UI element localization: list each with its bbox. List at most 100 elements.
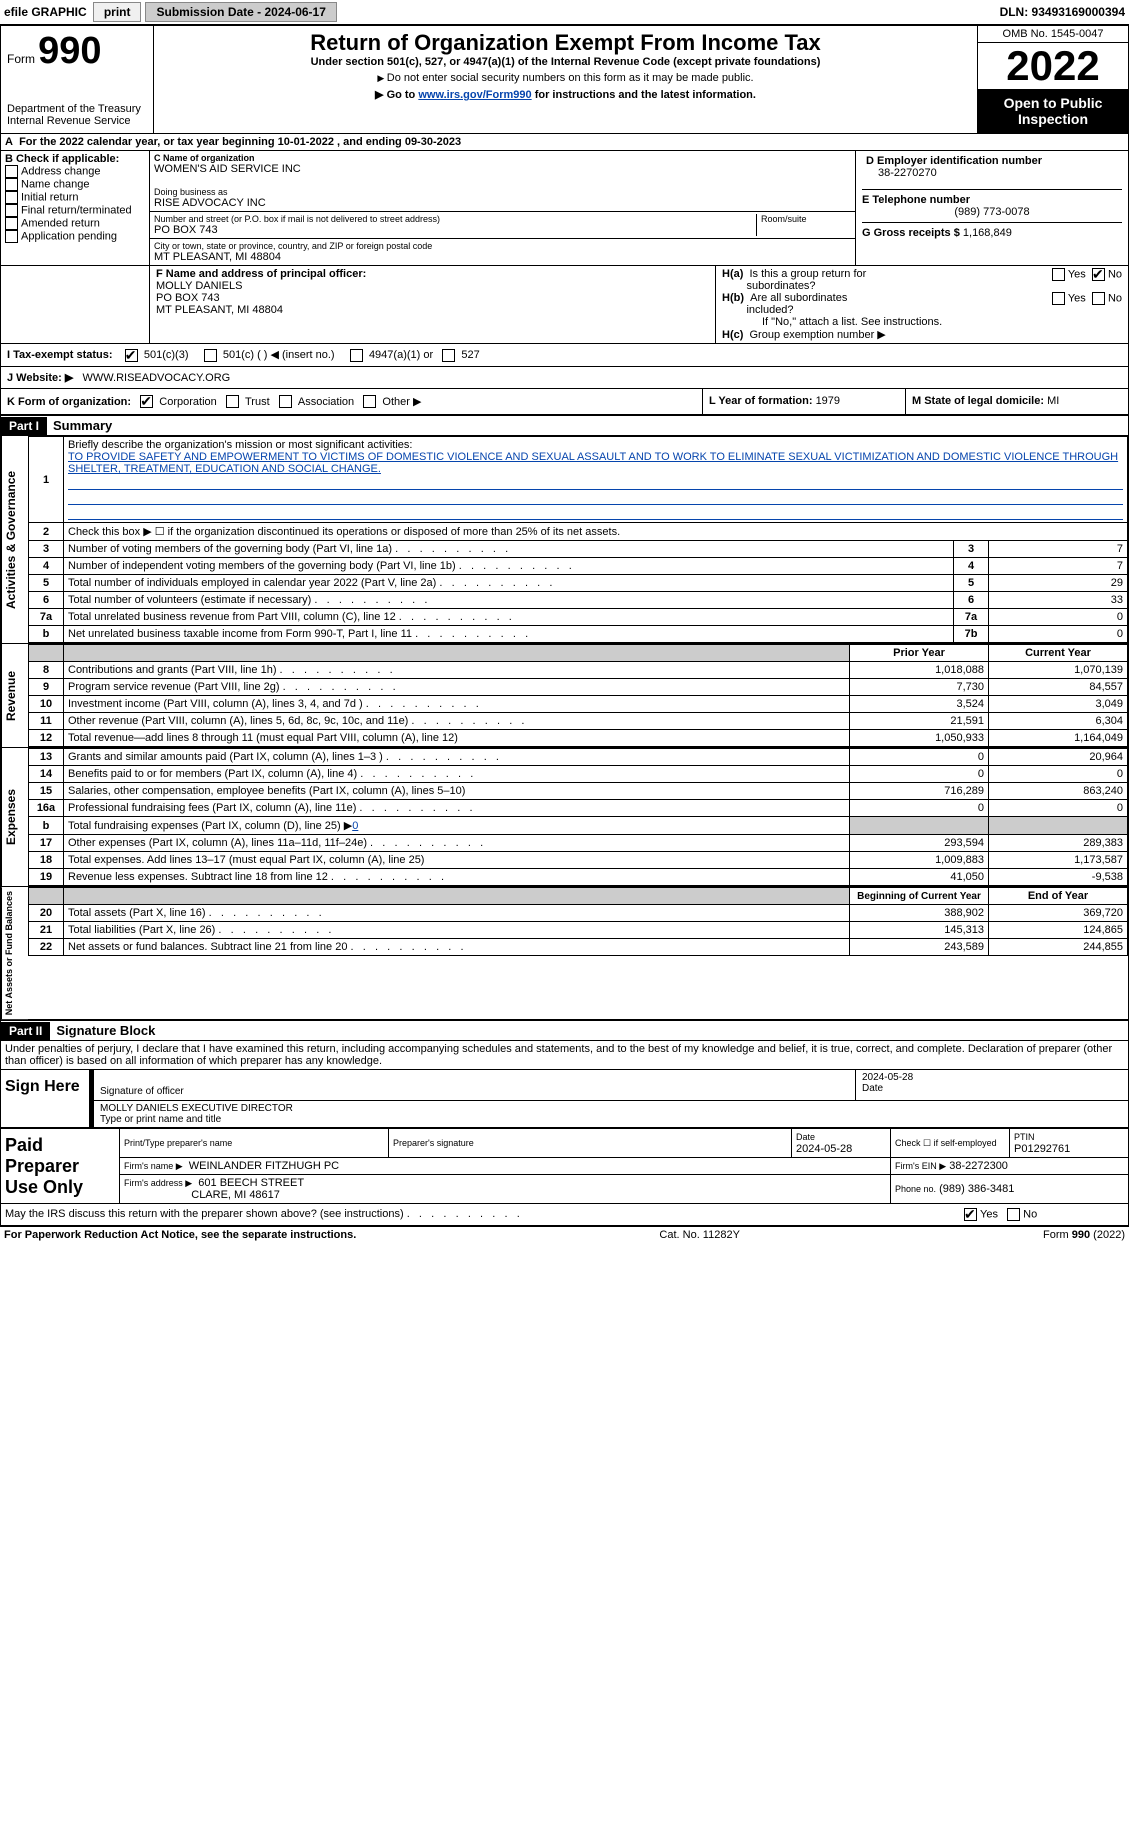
k-label: K Form of organization: <box>7 396 131 408</box>
m-label: M State of legal domicile: <box>912 395 1047 407</box>
irs-link[interactable]: www.irs.gov/Form990 <box>418 89 531 101</box>
ag-row-5: 5Total number of individuals employed in… <box>29 575 1128 592</box>
m-block: M State of legal domicile: MI <box>905 389 1128 415</box>
form-header: Form 990 Department of the Treasury Inte… <box>0 25 1129 134</box>
revenue-table: Prior YearCurrent Year 8Contributions an… <box>28 644 1128 747</box>
l-label: L Year of formation: <box>709 395 816 407</box>
city-label: City or town, state or province, country… <box>154 241 851 251</box>
officer-name: MOLLY DANIELS <box>156 280 709 292</box>
part1-title: Summary <box>47 416 118 435</box>
street-label: Number and street (or P.O. box if mail i… <box>154 214 756 224</box>
i-527: 527 <box>461 349 479 361</box>
dept-label: Department of the Treasury Internal Reve… <box>7 103 147 127</box>
sig-officer-cell: Signature of officer <box>90 1070 855 1101</box>
hb-row: H(b) Are all subordinates included? Yes … <box>722 292 1122 316</box>
firm-ein-cell: Firm's EIN ▶ 38-2272300 <box>891 1158 1129 1175</box>
form-label: Form 990 (2022) <box>1043 1229 1125 1241</box>
c-name-label: C Name of organization <box>154 153 851 163</box>
opt-address-change: Address change <box>5 165 145 178</box>
discuss-no: No <box>1023 1209 1037 1221</box>
section-klm: K Form of organization: Corporation Trus… <box>0 389 1129 416</box>
footer: For Paperwork Reduction Act Notice, see … <box>0 1226 1129 1243</box>
line1-num: 1 <box>29 437 64 523</box>
f-label: F Name and address of principal officer: <box>156 268 709 280</box>
subtitle: Under section 501(c), 527, or 4947(a)(1)… <box>162 56 969 68</box>
k-trust: Trust <box>245 396 270 408</box>
d-label: D Employer identification number <box>866 155 1118 167</box>
k-assoc: Association <box>298 396 354 408</box>
cat-no: Cat. No. 11282Y <box>659 1229 740 1241</box>
i-501c3: 501(c)(3) <box>144 349 189 361</box>
pp-date-cell: Date2024-05-28 <box>792 1129 891 1158</box>
revenue-section: Revenue Prior YearCurrent Year 8Contribu… <box>0 644 1129 748</box>
section-fh: F Name and address of principal officer:… <box>0 266 1129 344</box>
rev-row-12: 12Total revenue—add lines 8 through 11 (… <box>29 730 1128 747</box>
exp-row-19: 19Revenue less expenses. Subtract line 1… <box>29 869 1128 886</box>
header-right: OMB No. 1545-0047 2022 Open to Public In… <box>977 26 1128 133</box>
exp-row-17: 17Other expenses (Part IX, column (A), l… <box>29 835 1128 852</box>
declaration: Under penalties of perjury, I declare th… <box>0 1041 1129 1069</box>
note2-post: for instructions and the latest informat… <box>532 89 756 101</box>
na-row-20: 20Total assets (Part X, line 16)388,9023… <box>29 905 1128 922</box>
room-label: Room/suite <box>761 214 851 224</box>
print-button[interactable]: print <box>93 2 142 22</box>
ag-tab: Activities & Governance <box>1 436 28 643</box>
hb-no: No <box>1108 292 1122 304</box>
ag-row-4: 4Number of independent voting members of… <box>29 558 1128 575</box>
exp-row-15: 15Salaries, other compensation, employee… <box>29 783 1128 800</box>
b-label: B Check if applicable: <box>5 153 145 165</box>
paid-preparer-section: Paid Preparer Use Only Print/Type prepar… <box>0 1128 1129 1204</box>
pp-name-cell: Print/Type preparer's name <box>120 1129 389 1158</box>
open-to-public: Open to Public Inspection <box>978 89 1128 133</box>
part2-header-row: Part II Signature Block <box>0 1020 1129 1041</box>
submission-date: Submission Date - 2024-06-17 <box>145 2 336 22</box>
ha-row: H(a) Is this a group return for subordin… <box>722 268 1122 292</box>
part1-header: Part I <box>1 417 47 435</box>
form-prefix: Form <box>7 52 35 66</box>
exp-row-13: 13Grants and similar amounts paid (Part … <box>29 749 1128 766</box>
top-bar: efile GRAPHIC print Submission Date - 20… <box>0 0 1129 25</box>
l-value: 1979 <box>816 395 840 407</box>
name-title-cell: MOLLY DANIELS EXECUTIVE DIRECTOR Type or… <box>90 1101 1128 1127</box>
opt-name-change: Name change <box>5 178 145 191</box>
c-name: WOMEN'S AID SERVICE INC <box>154 163 851 175</box>
prior-year-header: Prior Year <box>850 645 989 662</box>
paid-label: Paid Preparer Use Only <box>1 1129 120 1204</box>
g-value: 1,168,849 <box>963 227 1012 239</box>
blank-left <box>1 266 150 343</box>
ha-no: No <box>1108 268 1122 280</box>
ha-yes: Yes <box>1068 268 1086 280</box>
form-990-page: efile GRAPHIC print Submission Date - 20… <box>0 0 1129 1243</box>
rev-row-8: 8Contributions and grants (Part VIII, li… <box>29 662 1128 679</box>
opt-initial-return: Initial return <box>5 191 145 204</box>
discuss-row: May the IRS discuss this return with the… <box>0 1204 1129 1226</box>
current-year-header: Current Year <box>989 645 1128 662</box>
exp-row-16a: 16aProfessional fundraising fees (Part I… <box>29 800 1128 817</box>
ag-row-6: 6Total number of volunteers (estimate if… <box>29 592 1128 609</box>
discuss-label: May the IRS discuss this return with the… <box>5 1208 964 1221</box>
firm-name-cell: Firm's name ▶ WEINLANDER FITZHUGH PC <box>120 1158 891 1175</box>
paperwork-notice: For Paperwork Reduction Act Notice, see … <box>4 1229 356 1241</box>
hb-note: If "No," attach a list. See instructions… <box>722 316 1122 328</box>
line2-num: 2 <box>29 523 64 541</box>
line1-cell: Briefly describe the organization's miss… <box>64 437 1128 523</box>
na-row-21: 21Total liabilities (Part X, line 26)145… <box>29 922 1128 939</box>
rev-row-11: 11Other revenue (Part VIII, column (A), … <box>29 713 1128 730</box>
note-1: Do not enter social security numbers on … <box>162 72 969 84</box>
note-2: ▶ Go to www.irs.gov/Form990 for instruct… <box>162 88 969 101</box>
ag-row-3: 3Number of voting members of the governi… <box>29 541 1128 558</box>
j-label: J Website: ▶ <box>7 372 73 384</box>
section-bcdeg: B Check if applicable: Address change Na… <box>0 151 1129 266</box>
ag-section: Activities & Governance 1 Briefly descri… <box>0 436 1129 644</box>
col-b: B Check if applicable: Address change Na… <box>1 151 150 265</box>
dln-label: DLN: 93493169000394 <box>1000 5 1125 19</box>
col-c: C Name of organization WOMEN'S AID SERVI… <box>150 151 855 265</box>
tax-year: 2022 <box>978 43 1128 89</box>
part2-header: Part II <box>1 1022 50 1040</box>
row-a: A For the 2022 calendar year, or tax yea… <box>0 134 1129 151</box>
exp-row-14: 14Benefits paid to or for members (Part … <box>29 766 1128 783</box>
i-4947: 4947(a)(1) or <box>369 349 433 361</box>
name-title: MOLLY DANIELS EXECUTIVE DIRECTOR <box>100 1103 1122 1114</box>
expenses-tab: Expenses <box>1 748 28 886</box>
i-label: I Tax-exempt status: <box>7 349 113 361</box>
